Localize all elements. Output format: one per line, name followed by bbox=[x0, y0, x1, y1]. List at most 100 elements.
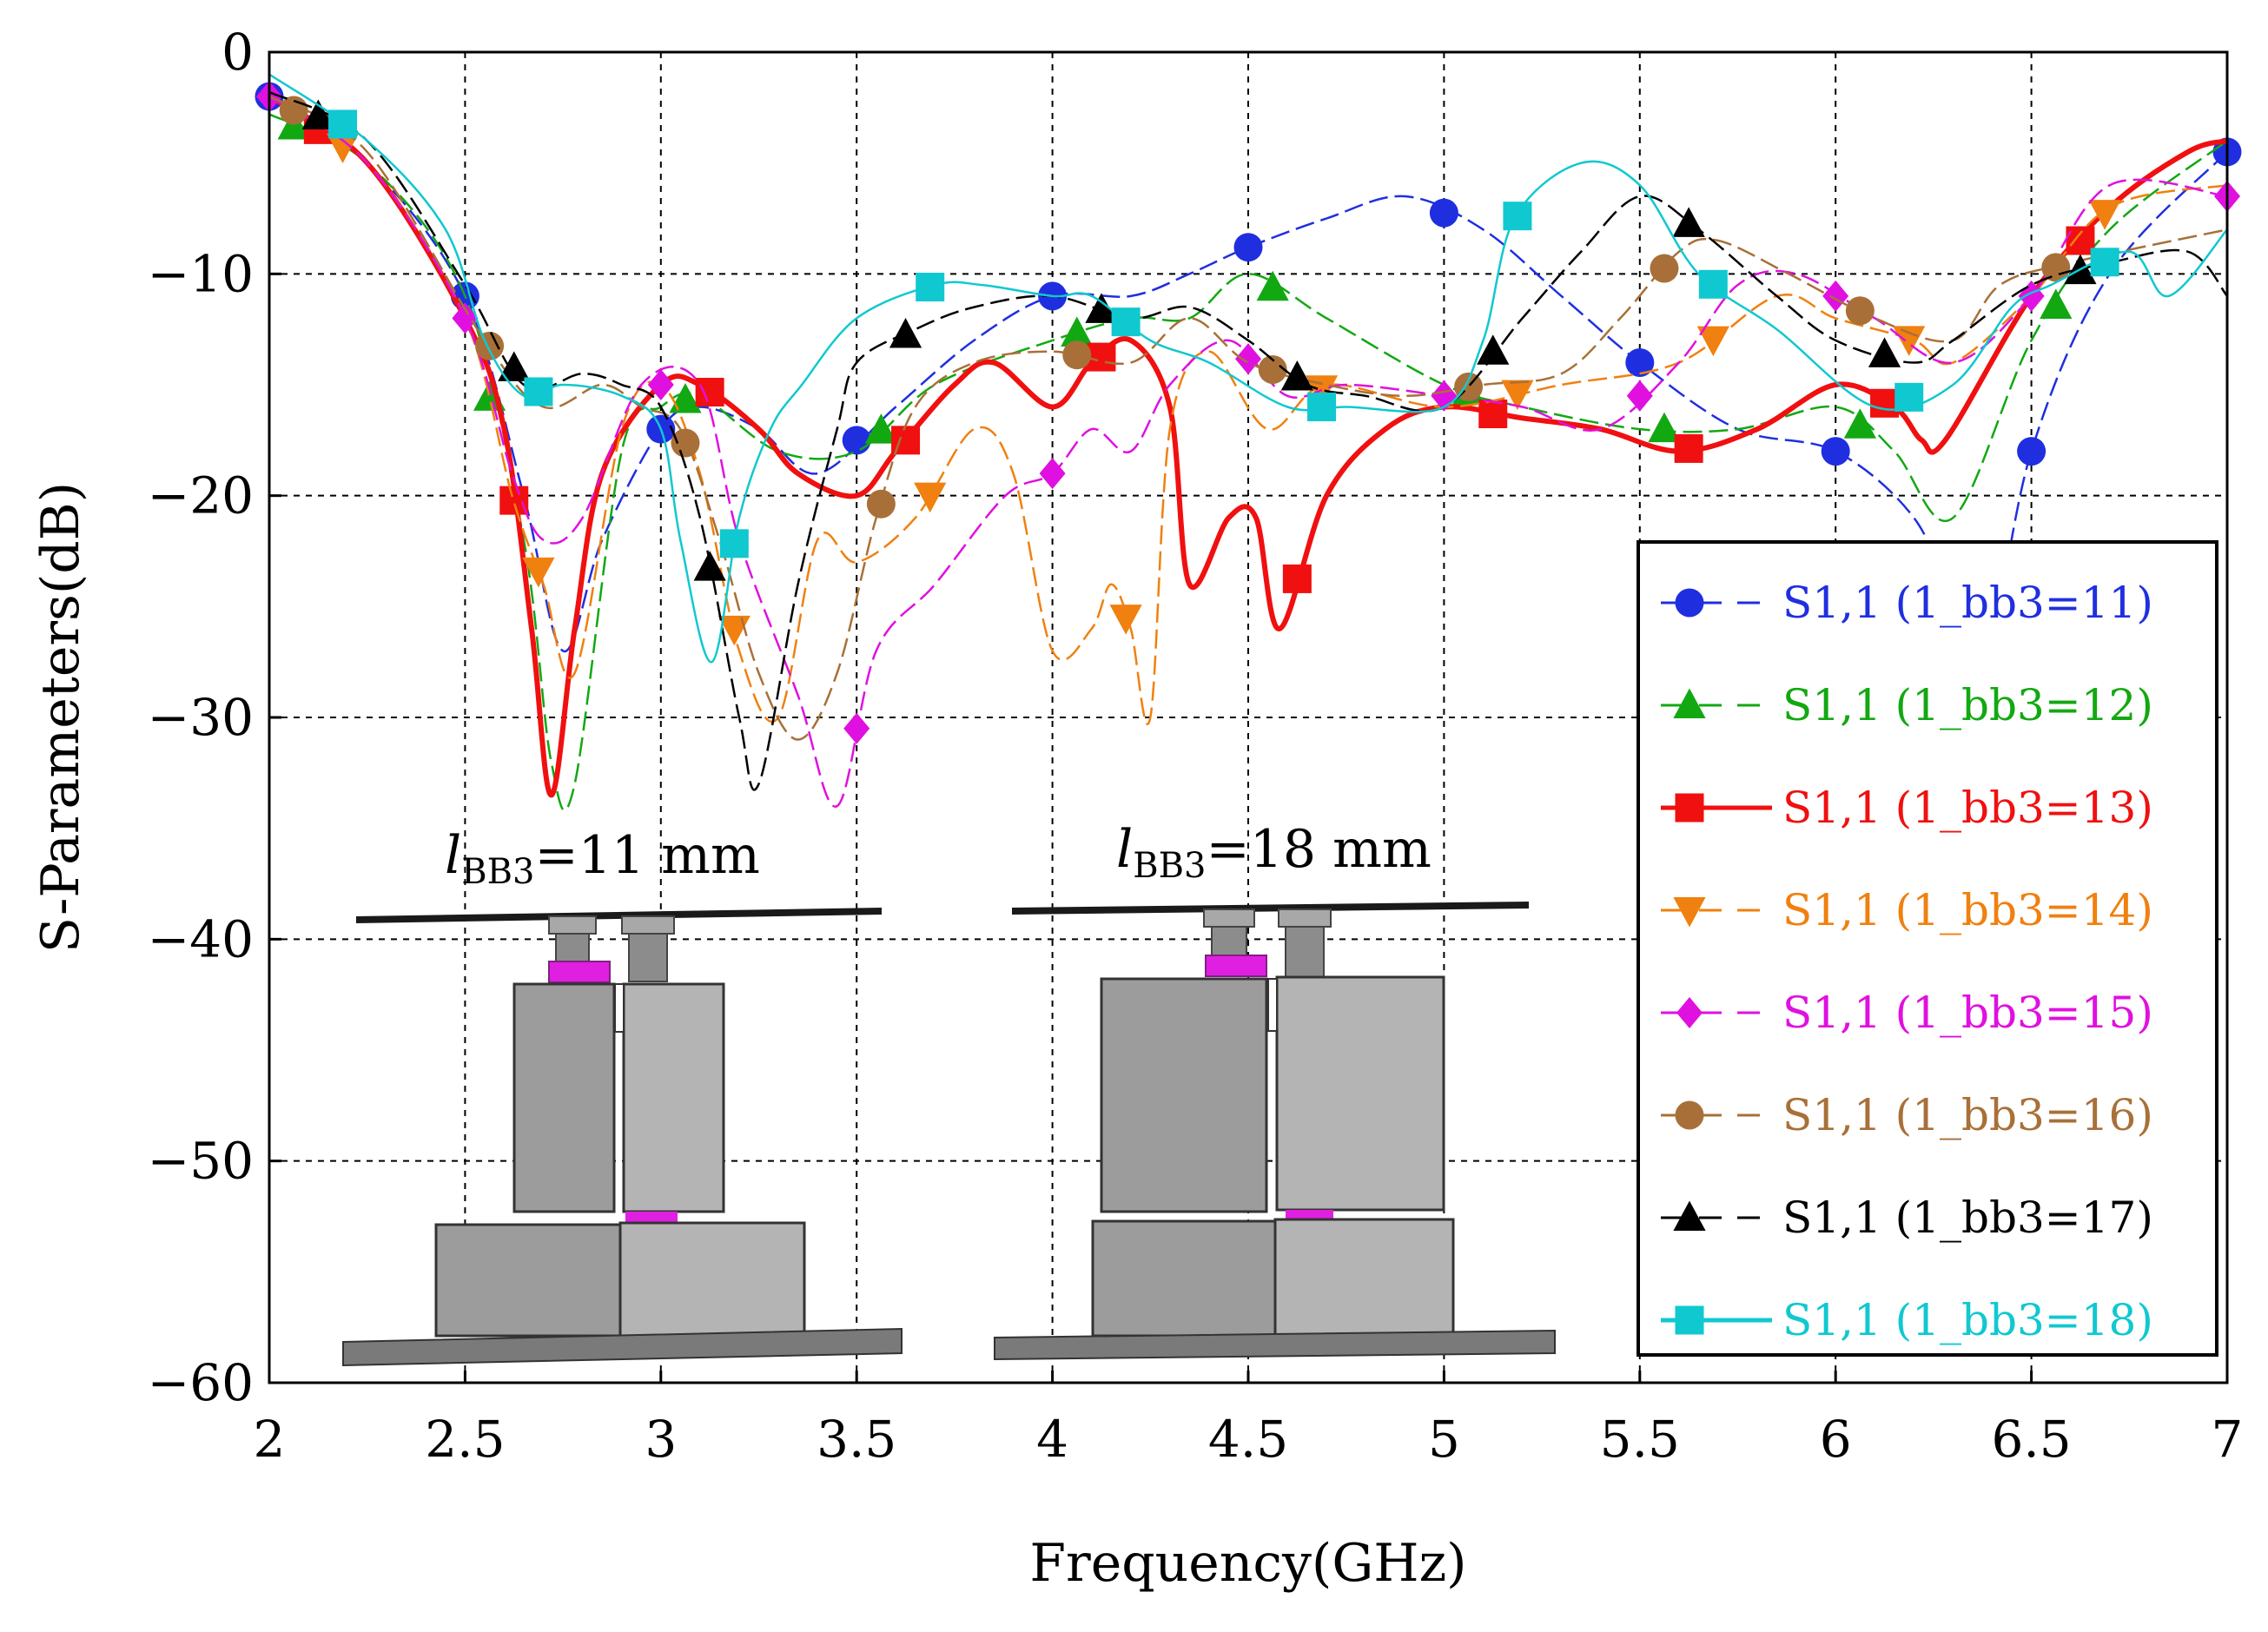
data-point bbox=[1109, 605, 1142, 635]
y-tick-label: −20 bbox=[148, 466, 254, 525]
legend-marker bbox=[1675, 1100, 1704, 1130]
legend-marker bbox=[1673, 897, 1706, 928]
legend-label: S1,1 (1_bb3=17) bbox=[1782, 1193, 2153, 1243]
legend-item: S1,1 (1_bb3=18) bbox=[1661, 1295, 2153, 1345]
y-tick-label: −10 bbox=[148, 244, 254, 303]
x-tick-label: 3.5 bbox=[817, 1410, 896, 1469]
legend-item: S1,1 (1_bb3=13) bbox=[1661, 783, 2153, 833]
data-point bbox=[719, 529, 749, 558]
data-point bbox=[1477, 334, 1510, 365]
x-tick-label: 6.5 bbox=[1991, 1410, 2071, 1469]
data-point bbox=[524, 377, 553, 406]
data-point bbox=[2040, 288, 2073, 320]
legend-label: S1,1 (1_bb3=18) bbox=[1782, 1295, 2153, 1345]
y-tick-label: −60 bbox=[148, 1353, 254, 1412]
data-point bbox=[1280, 360, 1313, 391]
x-axis-label: Frequency(GHz) bbox=[1029, 1533, 1466, 1594]
data-point bbox=[522, 557, 555, 588]
legend-item: S1,1 (1_bb3=12) bbox=[1661, 680, 2153, 730]
data-point bbox=[2090, 248, 2119, 277]
series-line bbox=[268, 94, 2228, 798]
legend-marker bbox=[1673, 1200, 1706, 1231]
x-tick-label: 6 bbox=[1820, 1410, 1852, 1469]
data-point bbox=[2088, 200, 2121, 230]
data-point bbox=[475, 331, 505, 360]
data-point bbox=[1822, 280, 1849, 312]
legend-label: S1,1 (1_bb3=15) bbox=[1782, 988, 2153, 1038]
legend-marker bbox=[1676, 997, 1703, 1028]
data-point bbox=[1256, 270, 1289, 301]
y-tick-label: −40 bbox=[148, 909, 254, 968]
data-point bbox=[498, 351, 531, 381]
y-axis-label: S-Parameters(dB) bbox=[30, 482, 91, 953]
legend-label: S1,1 (1_bb3=12) bbox=[1782, 680, 2153, 730]
data-point bbox=[1845, 296, 1875, 326]
data-point bbox=[1478, 400, 1508, 429]
data-point bbox=[2041, 253, 2071, 282]
x-tick-label: 5 bbox=[1428, 1410, 1460, 1469]
inset-model-left bbox=[342, 908, 903, 1367]
data-point bbox=[1062, 340, 1092, 370]
data-point bbox=[328, 109, 358, 139]
legend-label: S1,1 (1_bb3=11) bbox=[1782, 578, 2153, 628]
data-point bbox=[843, 712, 870, 744]
data-point bbox=[647, 369, 674, 400]
data-point bbox=[1894, 382, 1924, 412]
series-3 bbox=[268, 94, 2228, 798]
data-point bbox=[1648, 412, 1681, 443]
x-tick-label: 4.5 bbox=[1208, 1410, 1288, 1469]
data-point bbox=[1626, 380, 1653, 412]
data-point bbox=[499, 486, 529, 515]
y-tick-label: −30 bbox=[148, 688, 254, 747]
data-point bbox=[1893, 326, 1926, 356]
legend-label: S1,1 (1_bb3=13) bbox=[1782, 783, 2153, 833]
inset-label-right: lBB3=18 mm bbox=[1116, 819, 1432, 886]
data-point bbox=[1087, 342, 1116, 372]
data-point bbox=[1870, 388, 1900, 418]
data-point bbox=[693, 551, 726, 581]
data-point bbox=[889, 318, 922, 348]
y-tick-label: 0 bbox=[222, 23, 254, 82]
legend: S1,1 (1_bb3=11) S1,1 (1_bb3=12) S1,1 (1_bb… bbox=[1637, 540, 2218, 1357]
data-point bbox=[695, 378, 724, 407]
data-point bbox=[1650, 254, 1679, 283]
series-8 bbox=[268, 73, 2228, 664]
data-point bbox=[1061, 316, 1094, 347]
data-point bbox=[301, 99, 334, 130]
legend-box bbox=[1637, 540, 2218, 1357]
legend-label: S1,1 (1_bb3=14) bbox=[1782, 885, 2153, 935]
data-point bbox=[1282, 564, 1312, 593]
data-point bbox=[1429, 198, 1458, 228]
legend-marker bbox=[1675, 588, 1704, 618]
legend-marker bbox=[1673, 688, 1706, 718]
legend-item: S1,1 (1_bb3=14) bbox=[1661, 885, 2153, 935]
y-axis-ticks: 0 −10 −20 −30 −40 −50 −60 bbox=[148, 23, 281, 1412]
data-point bbox=[1503, 202, 1532, 231]
data-point bbox=[1674, 433, 1703, 463]
legend-label: S1,1 (1_bb3=16) bbox=[1782, 1090, 2153, 1140]
series-line bbox=[268, 96, 2228, 725]
legend-item: S1,1 (1_bb3=11) bbox=[1661, 578, 2153, 628]
data-point bbox=[452, 302, 479, 334]
x-tick-label: 2 bbox=[254, 1410, 286, 1469]
data-point bbox=[842, 426, 871, 455]
x-axis-ticks: 2 2.5 3 3.5 4 4.5 5 5.5 6 6.5 7 bbox=[254, 1371, 2243, 1469]
data-point bbox=[1843, 408, 1876, 439]
legend-marker bbox=[1675, 1305, 1704, 1335]
data-point bbox=[279, 96, 308, 125]
legend-items: S1,1 (1_bb3=11) S1,1 (1_bb3=12) S1,1 (1_bb… bbox=[1661, 578, 2153, 1345]
data-point bbox=[1868, 337, 1901, 367]
data-point bbox=[916, 272, 945, 301]
legend-item: S1,1 (1_bb3=17) bbox=[1661, 1193, 2153, 1243]
data-point bbox=[1698, 269, 1728, 299]
data-point bbox=[864, 413, 897, 444]
data-point bbox=[1111, 307, 1141, 337]
data-point bbox=[1625, 347, 1655, 377]
data-point bbox=[866, 489, 896, 519]
x-tick-label: 2.5 bbox=[425, 1410, 505, 1469]
data-point bbox=[1307, 393, 1337, 422]
x-tick-label: 5.5 bbox=[1600, 1410, 1680, 1469]
inset-model-right bbox=[994, 902, 1556, 1361]
y-tick-label: −50 bbox=[148, 1132, 254, 1191]
